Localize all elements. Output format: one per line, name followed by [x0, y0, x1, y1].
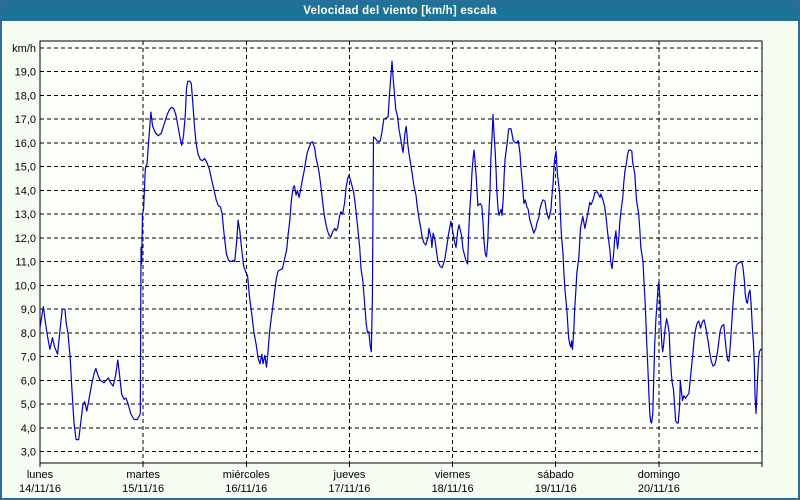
y-tick-label: 15,0 — [15, 162, 36, 174]
x-axis-day-label: domingo — [638, 469, 680, 481]
y-tick-label: 18,0 — [15, 90, 36, 102]
y-tick-label: 8,0 — [21, 328, 36, 340]
plot-frame — [39, 40, 763, 464]
x-axis-day-label: lunes — [27, 469, 54, 481]
x-axis-day-label: sábado — [538, 469, 574, 481]
x-axis-date-label: 17/11/16 — [328, 483, 370, 495]
x-axis-day-label: miércoles — [223, 469, 271, 481]
y-tick-label: 4,0 — [21, 423, 36, 435]
y-tick-label: 11,0 — [15, 257, 36, 269]
x-axis-day-label: martes — [126, 469, 160, 481]
y-tick-label: 16,0 — [15, 138, 36, 150]
y-tick-label: 12,0 — [15, 233, 36, 245]
x-axis-date-label: 20/11/16 — [638, 483, 680, 495]
y-tick-label: 19,0 — [15, 67, 36, 79]
wind-speed-line — [39, 60, 762, 441]
x-axis-day-label: viernes — [435, 469, 471, 481]
y-tick-label: 7,0 — [21, 352, 36, 364]
y-tick-label: 14,0 — [15, 185, 36, 197]
y-axis-unit-label: km/h — [12, 43, 36, 55]
y-tick-label: 17,0 — [15, 114, 36, 126]
y-tick-label: 9,0 — [21, 304, 36, 316]
y-tick-label: 6,0 — [21, 375, 36, 387]
x-axis-date-label: 14/11/16 — [19, 483, 61, 495]
y-tick-label: 10,0 — [15, 280, 36, 292]
x-axis-date-label: 18/11/16 — [432, 483, 474, 495]
x-axis-date-label: 15/11/16 — [122, 483, 164, 495]
y-tick-label: 13,0 — [15, 209, 36, 221]
chart-title-bar: Velocidad del viento [km/h] escala — [0, 0, 800, 21]
x-axis-day-label: jueves — [333, 469, 366, 481]
x-axis-date-label: 16/11/16 — [225, 483, 267, 495]
y-tick-label: 5,0 — [21, 399, 36, 411]
x-axis-date-label: 19/11/16 — [535, 483, 577, 495]
chart-title: Velocidad del viento [km/h] escala — [303, 4, 497, 17]
y-tick-label: 3,0 — [21, 447, 36, 459]
